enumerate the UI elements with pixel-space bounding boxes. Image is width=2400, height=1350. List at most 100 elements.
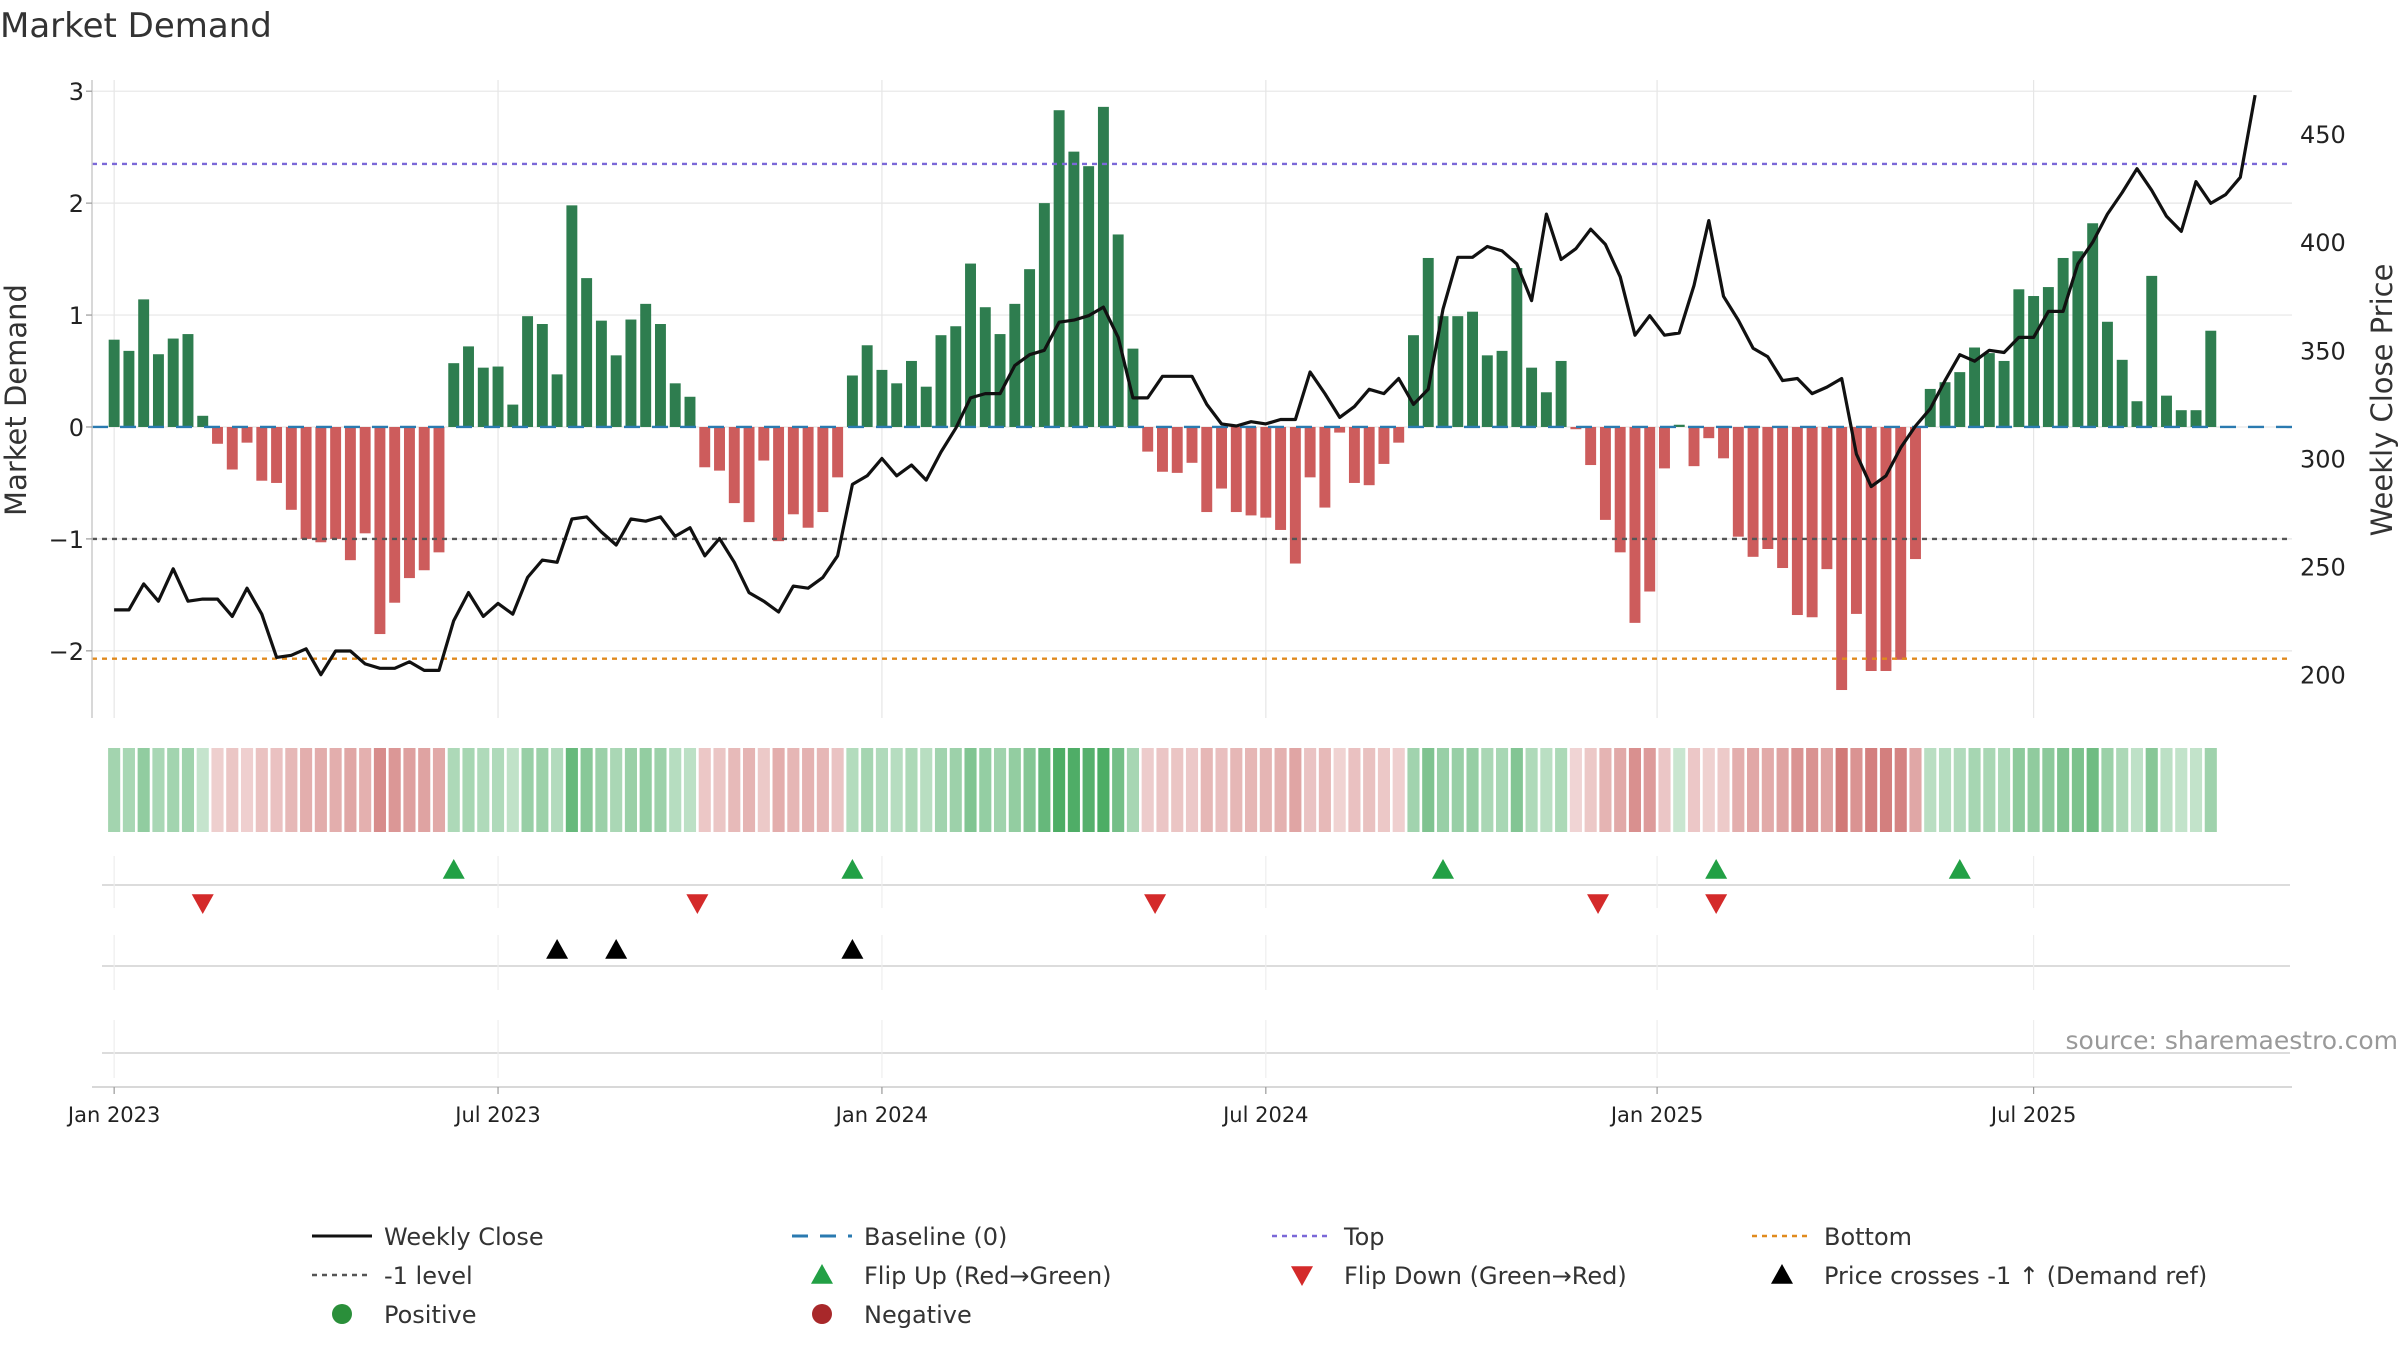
intensity-cell <box>772 748 785 832</box>
intensity-cell <box>1363 748 1376 832</box>
demand-bar-positive <box>463 346 474 427</box>
intensity-cell <box>1968 748 1981 832</box>
demand-bar-positive <box>2101 321 2113 427</box>
y2-tick-label: 450 <box>2300 121 2346 149</box>
demand-bar-negative <box>1836 426 1848 691</box>
intensity-cell <box>285 748 298 832</box>
intensity-cell <box>1230 748 1243 832</box>
demand-bar-negative <box>1703 426 1715 439</box>
demand-bar-negative <box>433 426 445 553</box>
intensity-cell <box>1436 748 1450 832</box>
demand-bar-negative <box>226 426 238 470</box>
demand-bar-negative <box>1895 426 1907 660</box>
x-tick-label: Jul 2024 <box>1221 1103 1308 1127</box>
demand-bar-negative <box>758 426 770 461</box>
intensity-cell <box>2071 748 2084 832</box>
legend-item: Flip Down (Green→Red) <box>1291 1262 1627 1290</box>
intensity-cell <box>1008 748 1021 832</box>
demand-bar-positive <box>2072 251 2084 427</box>
intensity-cell <box>2145 748 2158 832</box>
intensity-cell <box>964 748 977 832</box>
flip-down-marker <box>1587 894 1610 914</box>
demand-bar-negative <box>1275 426 1287 530</box>
demand-bar-negative <box>1806 426 1818 618</box>
intensity-cell <box>388 748 401 832</box>
intensity-cell <box>2057 748 2070 832</box>
demand-bar-negative <box>1142 426 1154 452</box>
demand-bar-positive <box>1511 268 1523 427</box>
demand-bar-negative <box>1230 426 1242 513</box>
legend-label: -1 level <box>384 1262 473 1290</box>
demand-bar-negative <box>359 426 371 534</box>
demand-bar-positive <box>1954 372 1966 427</box>
demand-bar-positive <box>448 363 460 427</box>
intensity-cell <box>432 748 446 832</box>
demand-bar-positive <box>2131 401 2143 427</box>
intensity-cell <box>1673 748 1686 832</box>
y2-tick-label: 350 <box>2300 337 2346 365</box>
demand-bar-positive <box>2028 296 2040 427</box>
demand-bar-negative <box>1186 426 1198 463</box>
legend-positive-dot-icon <box>332 1304 352 1324</box>
intensity-cell <box>2042 748 2055 832</box>
demand-bar-negative <box>832 426 844 478</box>
intensity-cell <box>1348 748 1361 832</box>
intensity-cell <box>1909 748 1922 832</box>
demand-bar-positive <box>1555 360 1567 427</box>
x-axis-ticks: Jan 2023 Jul 2023 Jan 2024 Jul 2024 Jan 2025… <box>66 1087 2076 1127</box>
intensity-cell <box>1850 748 1863 832</box>
intensity-cell <box>1761 748 1774 832</box>
intensity-cell <box>802 748 815 832</box>
demand-bar-negative <box>1157 426 1168 472</box>
intensity-cell <box>787 748 800 832</box>
demand-bar-negative <box>1319 426 1331 508</box>
demand-bar-negative <box>285 426 297 510</box>
intensity-cell <box>698 748 711 832</box>
demand-bar-negative <box>374 426 386 635</box>
demand-bar-negative <box>344 426 356 561</box>
demand-bar-positive <box>522 316 534 427</box>
intensity-cell <box>300 748 313 832</box>
intensity-cell <box>2116 748 2129 832</box>
intensity-cell <box>1481 748 1494 832</box>
demand-bar-negative <box>1171 426 1183 473</box>
demand-bar-positive <box>1422 257 1434 427</box>
x-tick-label: Jan 2025 <box>1609 1103 1704 1127</box>
demand-bar-positive <box>507 404 519 427</box>
intensity-cell <box>1555 748 1568 832</box>
intensity-cell <box>595 748 608 832</box>
intensity-cell <box>920 748 933 832</box>
legend-item: Negative <box>812 1301 972 1329</box>
demand-bar-positive <box>1408 335 1419 427</box>
intensity-cell <box>1628 748 1642 832</box>
intensity-cell <box>1097 748 1110 832</box>
intensity-cell <box>1023 748 1036 832</box>
demand-bar-positive <box>1452 316 1464 427</box>
demand-bar-positive <box>2175 410 2187 427</box>
flip-down-marker <box>1144 894 1167 914</box>
intensity-cell <box>491 748 505 832</box>
intensity-cell <box>108 748 121 832</box>
demand-bar-positive <box>1526 367 1538 427</box>
legend-label: Weekly Close <box>384 1223 544 1251</box>
legend-item: Weekly Close <box>312 1223 544 1251</box>
demand-bar-positive <box>876 369 888 427</box>
demand-bar-positive <box>950 326 962 427</box>
demand-bar-negative <box>1363 426 1375 486</box>
demand-bar-positive <box>108 339 120 427</box>
intensity-cell <box>728 748 741 832</box>
intensity-cell <box>1702 748 1715 832</box>
intensity-cell <box>1938 748 1952 832</box>
flip-down-marker <box>686 894 709 914</box>
x-tick-label: Jan 2024 <box>834 1103 929 1127</box>
intensity-cell <box>1687 748 1701 832</box>
intensity-cell <box>1717 748 1730 832</box>
demand-bar-positive <box>1481 355 1493 427</box>
demand-bar-positive <box>1038 203 1050 427</box>
intensity-cell <box>610 748 623 832</box>
demand-bar-positive <box>2116 359 2128 427</box>
intensity-cell <box>816 748 829 832</box>
demand-bar-positive <box>1097 106 1109 427</box>
demand-bar-negative <box>1777 426 1789 569</box>
intensity-cell <box>403 748 416 832</box>
